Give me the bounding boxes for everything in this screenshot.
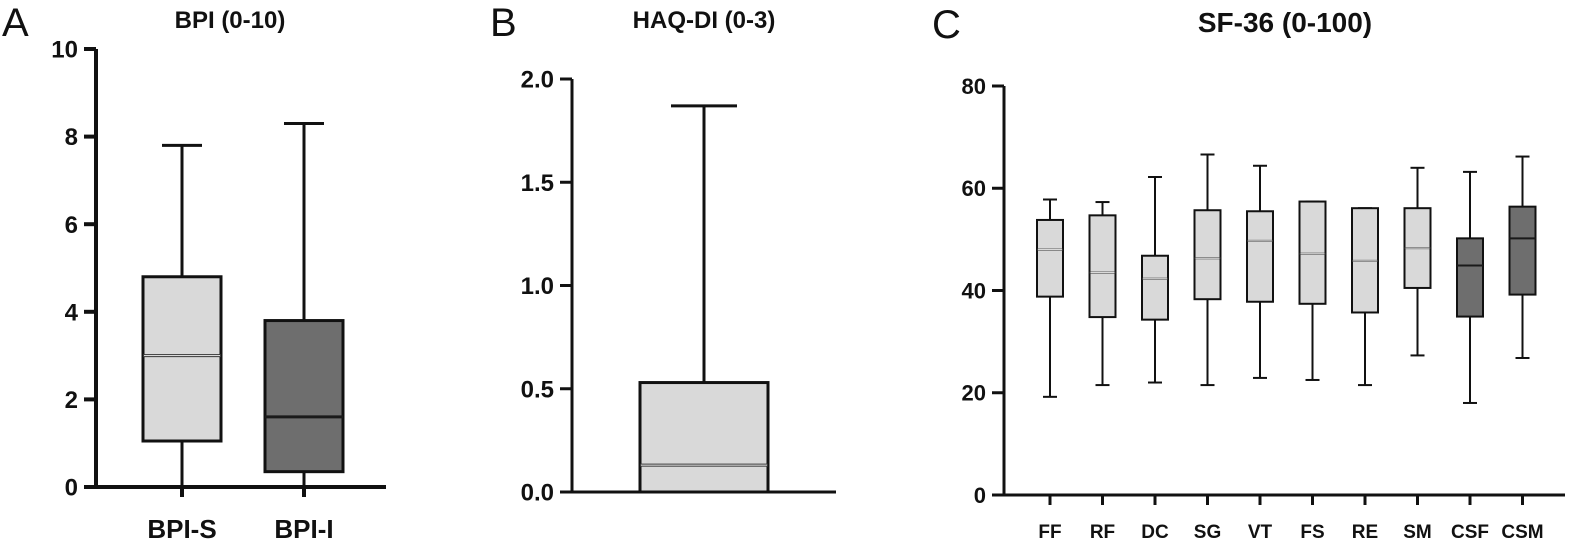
bpi-y-tick-label: 0 bbox=[65, 475, 78, 502]
bpi-category-label: BPI-I bbox=[274, 514, 333, 544]
bpi-y-tick-label: 10 bbox=[51, 37, 78, 64]
sf36-box-FF bbox=[1036, 198, 1064, 398]
bpi-category-label: BPI-S bbox=[147, 514, 216, 544]
sf36-box-SM bbox=[1403, 166, 1432, 357]
panel-a-letter: A bbox=[2, 1, 29, 45]
panel-c: C SF-36 (0-100) 0 20 40 60 80 FF RF DC SG VT FS RE S… bbox=[932, 3, 1565, 543]
sf36-category-label: SM bbox=[1403, 522, 1432, 543]
iqr-box bbox=[141, 275, 223, 443]
sf36-category-label: RF bbox=[1090, 522, 1115, 543]
bpi-y-tick-label: 6 bbox=[65, 212, 78, 239]
iqr-box bbox=[1508, 205, 1537, 296]
bpi-y-tick-label: 2 bbox=[65, 387, 78, 414]
iqr-box bbox=[1298, 200, 1327, 305]
panel-b-title: HAQ-DI (0-3) bbox=[633, 7, 776, 34]
iqr-box bbox=[1088, 214, 1117, 319]
iqr-box bbox=[1036, 218, 1064, 298]
sf36-y-tick-label: 0 bbox=[974, 483, 986, 508]
panel-c-letter: C bbox=[932, 3, 961, 47]
bpi-box-BPI-S bbox=[141, 143, 223, 487]
haq-y-tick-label: 0.5 bbox=[521, 376, 554, 403]
sf36-category-label: DC bbox=[1141, 522, 1169, 543]
sf36-box-SG bbox=[1193, 153, 1222, 387]
bpi-y-tick-label: 4 bbox=[65, 299, 79, 326]
sf36-box-FS bbox=[1298, 200, 1327, 381]
sf36-category-label: RE bbox=[1352, 522, 1378, 543]
sf36-box-CSF bbox=[1456, 170, 1484, 404]
sf36-box-VT bbox=[1246, 164, 1274, 379]
sf36-category-label: FS bbox=[1300, 522, 1324, 543]
bpi-box-BPI-I bbox=[263, 121, 345, 487]
sf36-y-tick-label: 60 bbox=[962, 176, 986, 201]
panel-b: B HAQ-DI (0-3) 0.0 0.5 1.0 1.5 2.0 bbox=[490, 1, 836, 507]
sf36-y-tick-label: 80 bbox=[962, 74, 986, 99]
sf36-box-RE bbox=[1351, 207, 1379, 387]
sf36-category-label: SG bbox=[1194, 522, 1221, 543]
sf36-box-RF bbox=[1088, 201, 1117, 387]
panel-c-title: SF-36 (0-100) bbox=[1198, 7, 1372, 38]
sf36-box-DC bbox=[1141, 176, 1169, 384]
iqr-box bbox=[1456, 237, 1484, 318]
sf36-box-CSM bbox=[1508, 155, 1537, 359]
iqr-box bbox=[263, 319, 345, 474]
haq-y-tick-label: 1.0 bbox=[521, 273, 554, 300]
haq-y-tick-label: 0.0 bbox=[521, 480, 554, 507]
sf36-category-label: CSM bbox=[1501, 522, 1543, 543]
haq-y-tick-label: 2.0 bbox=[521, 67, 554, 94]
iqr-box bbox=[638, 381, 770, 494]
panel-a-title: BPI (0-10) bbox=[175, 7, 286, 34]
sf36-category-label: VT bbox=[1248, 522, 1273, 543]
panel-b-letter: B bbox=[490, 1, 517, 45]
sf36-y-tick-label: 40 bbox=[962, 278, 986, 303]
sf36-y-tick-label: 20 bbox=[962, 381, 986, 406]
iqr-box bbox=[1246, 210, 1274, 303]
bpi-y-tick-label: 8 bbox=[65, 124, 78, 151]
sf36-category-label: CSF bbox=[1451, 522, 1489, 543]
haq-box-main bbox=[638, 104, 770, 494]
iqr-box bbox=[1193, 209, 1222, 301]
panel-a: A BPI (0-10) 0 2 4 6 8 10 BPI-S BPI-I bbox=[2, 1, 386, 544]
haq-y-tick-label: 1.5 bbox=[521, 170, 554, 197]
sf36-category-label: FF bbox=[1038, 522, 1061, 543]
iqr-box bbox=[1141, 254, 1169, 321]
